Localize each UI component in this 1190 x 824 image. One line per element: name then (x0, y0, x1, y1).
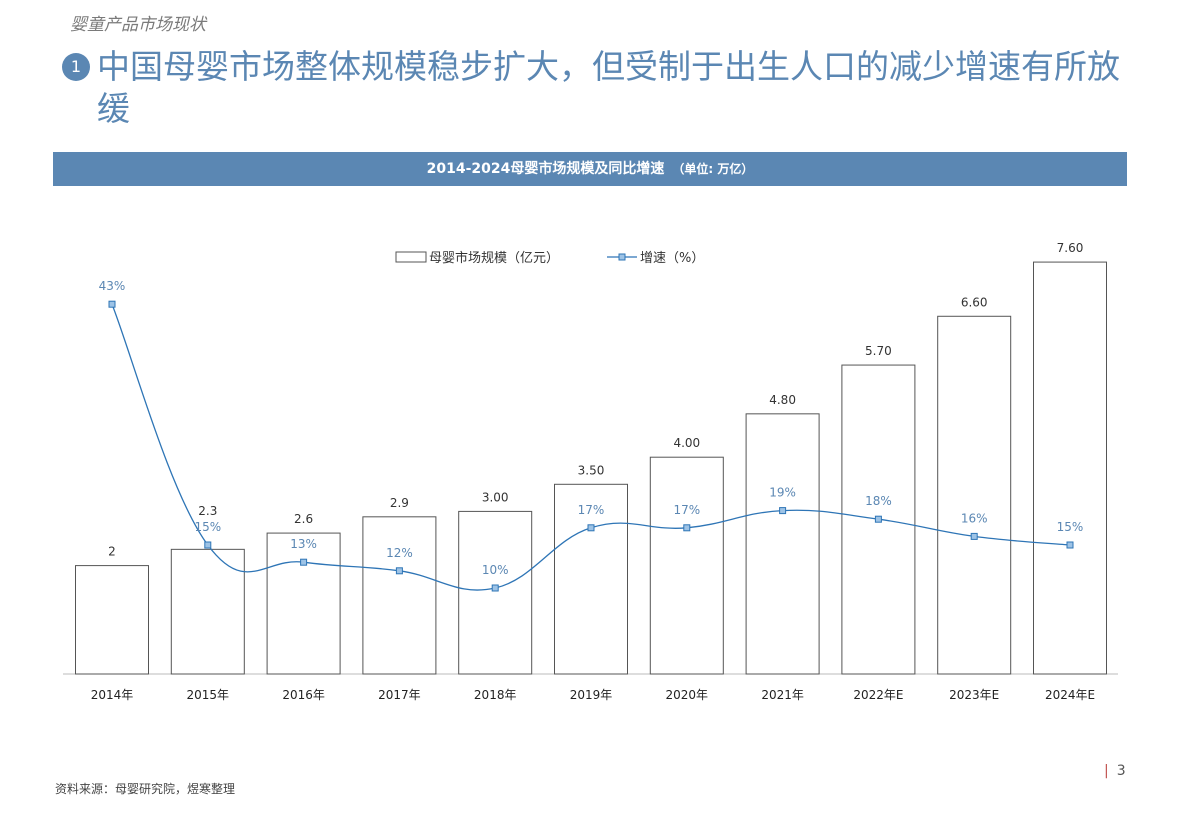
growth-point (108, 300, 116, 308)
growth-point (970, 532, 978, 540)
growth-value-label: 16% (961, 511, 988, 525)
growth-point (300, 558, 308, 566)
legend-bar-label: 母婴市场规模（亿元） (429, 250, 559, 266)
section-number-badge: 1 (62, 53, 90, 81)
bar (266, 532, 341, 675)
page-title: 中国母婴市场整体规模稳步扩大，但受制于出生人口的减少增速有所放缓 (97, 47, 1120, 128)
x-tick-label: 2020年 (666, 688, 709, 702)
bar (458, 510, 533, 675)
bar (745, 413, 820, 675)
legend-bar-swatch (395, 251, 427, 263)
chart-title: 2014-2024母婴市场规模及同比增速 (426, 161, 665, 177)
bar-value-label: 3.50 (578, 463, 605, 477)
x-tick-label: 2022年E (853, 688, 903, 702)
page-number-value: 3 (1116, 763, 1126, 779)
chart-unit: （单位: 万亿） (672, 162, 754, 176)
growth-point (491, 584, 499, 592)
growth-value-label: 15% (194, 520, 221, 534)
bar (649, 456, 724, 675)
growth-value-label: 13% (290, 537, 317, 551)
growth-value-label: 15% (1057, 520, 1084, 534)
growth-point (587, 524, 595, 532)
section-label: 婴童产品市场现状 (70, 15, 206, 35)
bar-value-label: 7.60 (1057, 241, 1084, 255)
legend-line-marker (618, 253, 626, 261)
bar-value-label: 4.00 (673, 436, 700, 450)
x-tick-label: 2019年 (570, 688, 613, 702)
x-tick-label: 2018年 (474, 688, 517, 702)
x-tick-label: 2015年 (187, 688, 230, 702)
growth-value-label: 43% (99, 279, 126, 293)
growth-point (1066, 541, 1074, 549)
growth-point (779, 507, 787, 515)
x-tick-label: 2016年 (282, 688, 325, 702)
growth-value-label: 19% (769, 486, 796, 500)
bar (170, 548, 245, 675)
bar-value-label: 2.3 (198, 504, 217, 518)
bar-value-label: 2.9 (390, 496, 409, 510)
bar (362, 516, 437, 675)
x-tick-label: 2017年 (378, 688, 421, 702)
bar (937, 315, 1012, 675)
growth-value-label: 18% (865, 494, 892, 508)
growth-value-label: 12% (386, 546, 413, 560)
x-tick-label: 2024年E (1045, 688, 1095, 702)
growth-value-label: 17% (578, 503, 605, 517)
x-tick-label: 2021年 (761, 688, 804, 702)
x-tick-label: 2014年 (91, 688, 134, 702)
growth-value-label: 17% (673, 503, 700, 517)
bar-value-label: 4.80 (769, 393, 796, 407)
bar-value-label: 2.6 (294, 512, 313, 526)
source-note: 资料来源：母婴研究院，煜寒整理 (55, 782, 236, 796)
page-number: | 3 (1104, 763, 1126, 779)
growth-value-label: 10% (482, 563, 509, 577)
bar-value-label: 3.00 (482, 490, 509, 504)
growth-line (111, 303, 1071, 591)
legend-line-label: 增速（%） (640, 251, 704, 266)
x-tick-label: 2023年E (949, 688, 999, 702)
chart-title-banner: 2014-2024母婴市场规模及同比增速 （单位: 万亿） (53, 152, 1127, 186)
growth-point (874, 515, 882, 523)
bar-value-label: 2 (108, 545, 116, 559)
bar (75, 565, 149, 675)
bar-value-label: 6.60 (961, 295, 988, 309)
growth-point (395, 567, 403, 575)
page-separator: | (1104, 763, 1109, 779)
growth-point (204, 541, 212, 549)
bar (554, 483, 628, 675)
bar (1033, 261, 1107, 675)
bar-value-label: 5.70 (865, 344, 892, 358)
growth-point (683, 524, 691, 532)
